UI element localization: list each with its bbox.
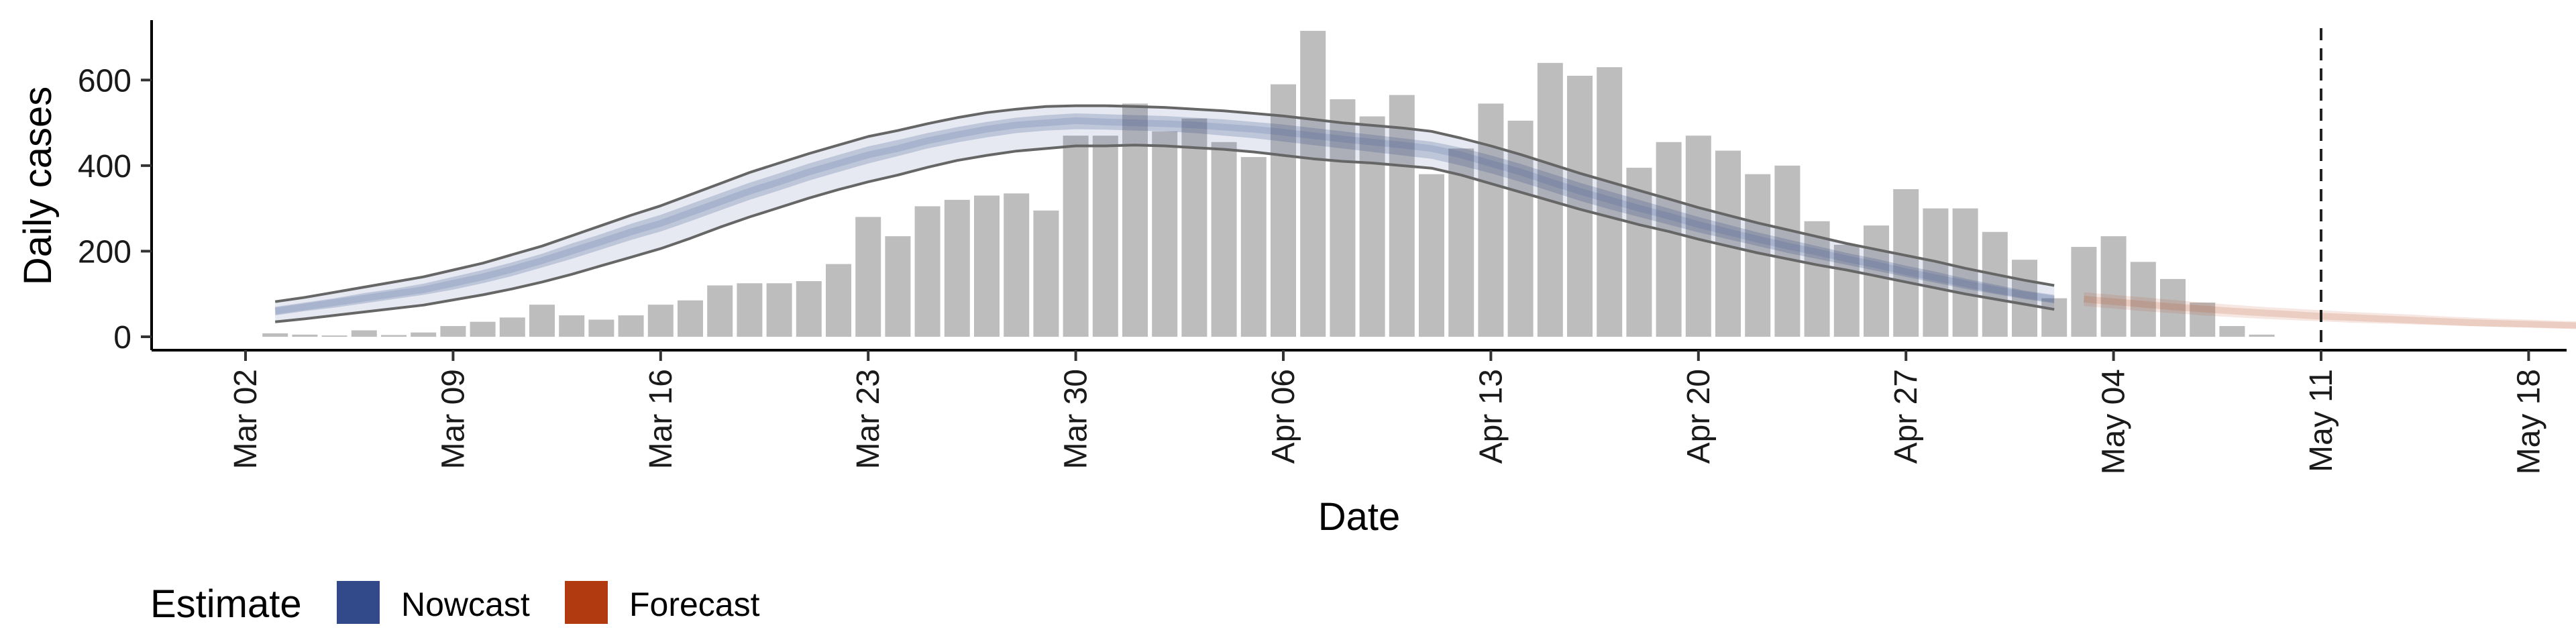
bar [1033, 210, 1059, 337]
y-tick-label: 400 [78, 149, 131, 184]
x-tick-label: Apr 13 [1473, 369, 1509, 464]
forecast-bands [2083, 292, 2576, 329]
bar [1833, 244, 1860, 337]
bar [1419, 174, 1444, 337]
x-axis-ticks: Mar 02 Mar 09 Mar 16 Mar 23 Mar 30 Apr 06 Apr … [228, 350, 2546, 474]
bar [1478, 103, 1504, 337]
x-tick-label: Mar 16 [643, 369, 679, 469]
bar [766, 283, 792, 337]
bar [2160, 278, 2186, 337]
y-axis-title: Daily cases [16, 87, 60, 286]
nowcast-bands [274, 105, 2055, 322]
bar [1300, 30, 1326, 337]
bar [1626, 168, 1652, 337]
bar [1448, 148, 1474, 337]
legend-label-nowcast: Nowcast [401, 586, 530, 623]
bar [885, 236, 911, 337]
bar [470, 321, 496, 337]
x-tick-label: Apr 27 [1888, 369, 1924, 464]
bar [381, 335, 407, 337]
x-tick-label: Mar 23 [851, 369, 886, 469]
y-tick-label: 200 [78, 234, 131, 270]
bar [1063, 136, 1089, 337]
bar [2071, 247, 2097, 337]
bar [1359, 116, 1385, 337]
bar [1004, 193, 1030, 337]
bar [796, 281, 822, 337]
bar [1597, 67, 1623, 337]
bar [618, 315, 644, 337]
bar [1271, 84, 1296, 337]
bar [944, 199, 970, 337]
bar [1804, 221, 1830, 337]
bar [1656, 142, 1682, 337]
x-tick-label: Mar 02 [228, 369, 264, 469]
bar [529, 305, 555, 337]
bar [2012, 260, 2037, 337]
bar [1864, 225, 1889, 337]
bar [351, 330, 377, 337]
bar [1211, 142, 1237, 337]
nowcast-lower-line [274, 144, 2055, 323]
bar [1240, 157, 1267, 337]
bar [1122, 103, 1148, 337]
legend-label-forecast: Forecast [629, 586, 760, 623]
nowcast-upper-line [274, 104, 2055, 303]
y-tick-label: 600 [78, 63, 131, 99]
bar [707, 285, 733, 337]
nowcast-outer-band [275, 105, 2055, 322]
nowcast-median-line [274, 117, 2055, 315]
bar [1152, 131, 1178, 337]
bar [1092, 136, 1118, 337]
legend-title: Estimate [150, 582, 302, 626]
bar [1389, 95, 1415, 337]
bar [440, 326, 466, 337]
bar [855, 217, 881, 337]
x-tick-label: Apr 06 [1266, 369, 1301, 464]
bar [2100, 236, 2127, 337]
bar [262, 333, 288, 337]
bar [1982, 231, 2008, 337]
bar [1774, 165, 1801, 337]
bar [411, 332, 437, 337]
bar [2041, 298, 2068, 337]
x-tick-label: Mar 30 [1059, 369, 1094, 469]
bar [321, 335, 347, 337]
bar [2219, 326, 2245, 337]
x-tick-label: May 11 [2304, 369, 2339, 472]
x-tick-label: May 04 [2096, 369, 2132, 474]
bar [2190, 302, 2216, 337]
forecast-median-line [2083, 295, 2576, 329]
y-tick-label: 0 [113, 320, 131, 356]
bar [914, 206, 941, 337]
bar [2249, 334, 2275, 337]
nowcast-outer-lines [274, 104, 2055, 323]
forecast-band [2084, 292, 2576, 329]
legend-swatch-nowcast [337, 581, 380, 624]
bar [647, 305, 674, 337]
bar [737, 283, 763, 337]
bar [588, 319, 614, 337]
bar [826, 264, 851, 337]
bar [974, 195, 1000, 337]
bar [1181, 118, 1208, 337]
bar [2130, 262, 2156, 337]
legend: Estimate Nowcast Forecast [150, 581, 760, 626]
bar [292, 334, 318, 337]
legend-swatch-forecast [565, 581, 608, 624]
bar [559, 315, 585, 337]
bars [262, 30, 2275, 337]
bar [1893, 189, 1919, 337]
x-tick-label: May 18 [2511, 369, 2546, 474]
bar [678, 300, 703, 337]
bar [1330, 99, 1356, 337]
x-tick-label: Apr 20 [1681, 369, 1717, 464]
bar [1923, 208, 1949, 337]
bar [499, 317, 525, 337]
y-axis-ticks: 0 200 400 600 [78, 63, 152, 356]
x-tick-label: Mar 09 [435, 369, 471, 469]
bar [1952, 208, 1978, 337]
x-axis-title: Date [1318, 495, 1401, 539]
